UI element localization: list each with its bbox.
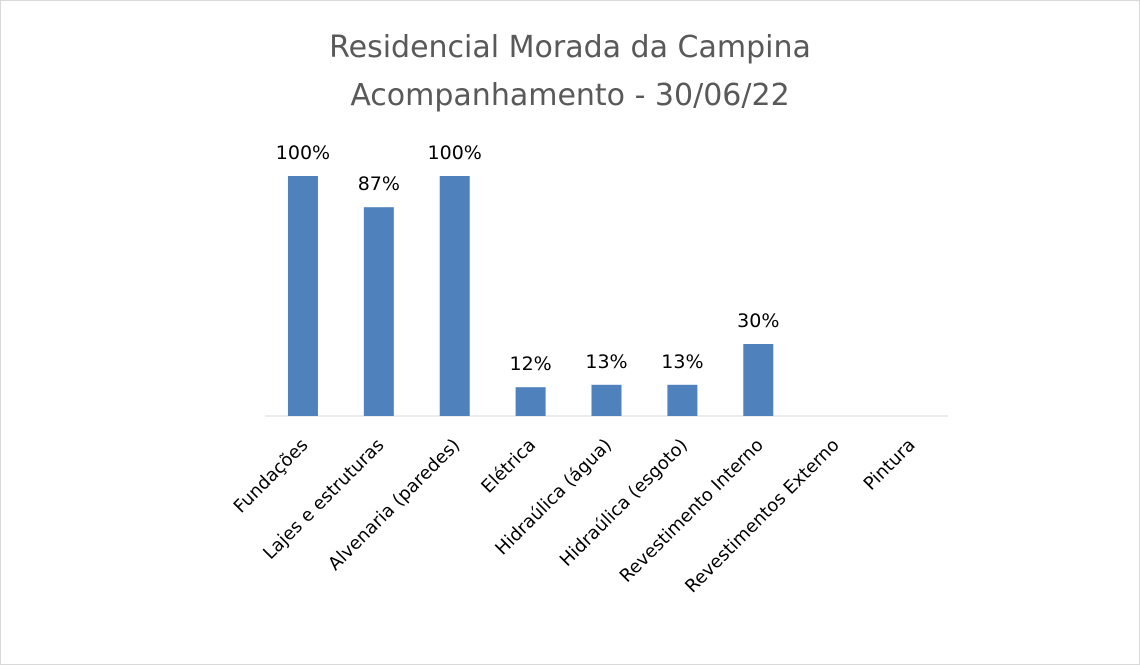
bar-5 bbox=[667, 384, 698, 416]
data-label-6: 30% bbox=[737, 310, 779, 332]
tick-label-7: Revestimentos Externo bbox=[681, 435, 843, 597]
bar-0 bbox=[287, 176, 318, 416]
tick-label-5: Hidraúlica (esgoto) bbox=[556, 435, 692, 571]
tick-label-8: Pintura bbox=[860, 435, 920, 495]
bar-4 bbox=[591, 384, 622, 416]
data-label-4: 13% bbox=[585, 351, 627, 373]
data-label-1: 87% bbox=[358, 173, 400, 195]
tick-label-3: Elétrica bbox=[477, 435, 540, 498]
tick-label-0: Fundações bbox=[230, 435, 313, 518]
bar-2 bbox=[439, 176, 470, 416]
chart-subtitle: Acompanhamento - 30/06/22 bbox=[350, 78, 790, 113]
chart-title: Residencial Morada da Campina bbox=[329, 30, 811, 65]
data-label-0: 100% bbox=[276, 142, 330, 164]
bar-6 bbox=[743, 344, 774, 416]
tick-label-6: Revestimento Interno bbox=[616, 435, 768, 587]
bar-1 bbox=[363, 207, 394, 416]
data-label-2: 100% bbox=[428, 142, 482, 164]
bars-group bbox=[287, 176, 774, 416]
data-labels-group: 100% 87% 100% 12% 13% 13% 30% bbox=[276, 142, 780, 375]
bar-3 bbox=[515, 387, 546, 416]
data-label-3: 12% bbox=[509, 353, 551, 375]
data-label-5: 13% bbox=[661, 351, 703, 373]
tick-label-2: Alvenaria (paredes) bbox=[324, 435, 464, 575]
